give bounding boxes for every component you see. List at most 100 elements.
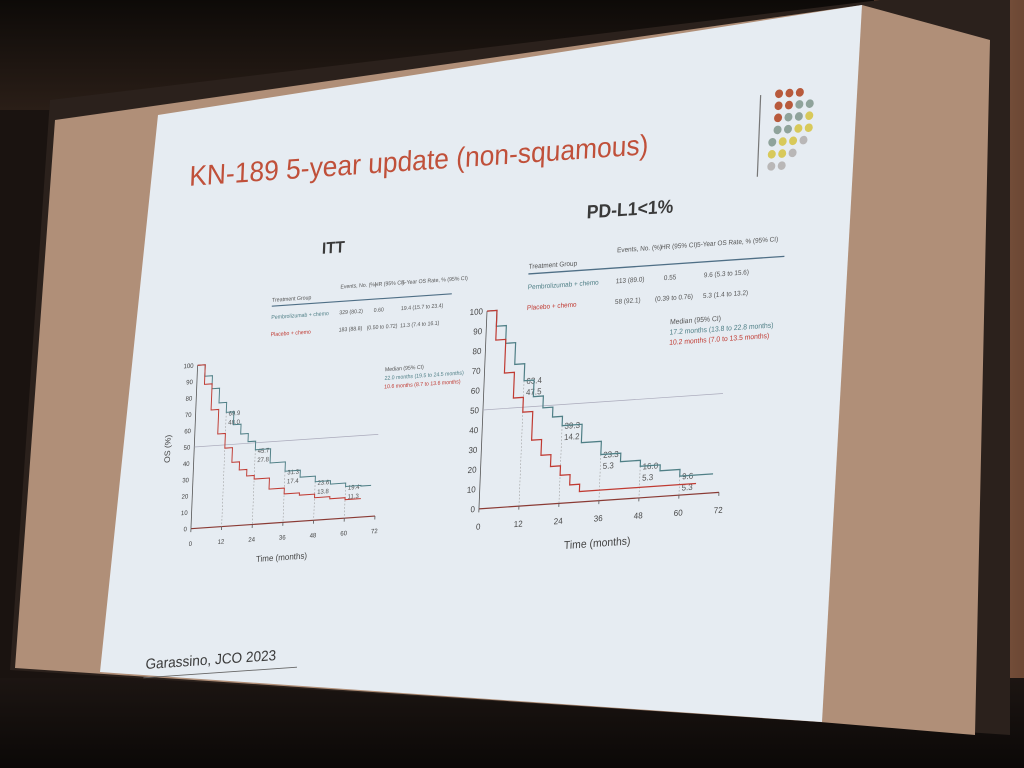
slide-surface (100, 5, 862, 722)
panel-heading-itt: ITT (322, 239, 346, 258)
decorative-dot (777, 161, 786, 170)
annotation-label: 23.6 (317, 479, 329, 487)
annotation-guide (313, 481, 316, 521)
y-tick-label: 20 (181, 493, 188, 501)
y-tick-label: 20 (467, 464, 477, 475)
pdl1-row-chemo-rate: 5.3 (1.4 to 13.2) (703, 290, 748, 300)
x-tick-label: 36 (279, 534, 286, 542)
annotation-label: 11.3 (347, 493, 359, 501)
itt-table-header-rate: 5-Year OS Rate, % (95% CI) (402, 276, 468, 287)
decorative-dot (784, 112, 793, 122)
annotation-guide (558, 425, 563, 504)
x-tick-label: 60 (674, 507, 684, 518)
y-tick-label: 90 (473, 326, 483, 337)
decorative-dot (789, 136, 798, 146)
x-tick-label: 12 (514, 518, 524, 529)
decorative-dot (788, 148, 797, 158)
decorative-dots-icon (767, 88, 814, 171)
itt-table-header-hr: HR (95% CI) (375, 280, 405, 288)
km-curve-pembrolizumab (197, 364, 372, 488)
pdl1-km-plot: 0 12 24 36 48 60 72 0 10 20 30 40 50 60 70 80 90 100 Time … (467, 306, 724, 552)
decorative-dot (778, 149, 787, 158)
decorative-dot (773, 125, 782, 135)
pdl1-table-header-group: Treatment Group (529, 260, 578, 271)
x-axis-label: Time (months) (256, 550, 308, 564)
annotation-label: 69.9 (228, 410, 240, 418)
x-tick-label: 60 (340, 530, 347, 538)
y-tick-label: 50 (470, 405, 480, 416)
annotation-label: 13.8 (317, 488, 329, 496)
x-tick-label: 36 (594, 513, 604, 524)
x-axis-label: Time (months) (564, 535, 631, 552)
annotation-guide (598, 454, 602, 501)
x-tick-label: 12 (218, 538, 225, 546)
decorative-dot (767, 149, 776, 159)
y-axis (190, 365, 199, 529)
y-tick-label: 80 (185, 395, 192, 403)
pdl1-row-pembro-rate: 9.6 (5.3 to 15.6) (704, 269, 749, 279)
itt-table: Treatment Group Events, No. (%) HR (95% … (270, 276, 468, 339)
y-tick-label: 50 (183, 444, 190, 452)
x-tick-label: 48 (634, 510, 644, 521)
annotation-label: 45.7 (257, 447, 269, 455)
annotation-label: 17.4 (287, 478, 299, 486)
decorative-dot (774, 113, 783, 123)
decorative-dot (805, 99, 814, 108)
itt-row-chemo-name: Placebo + chemo (270, 329, 310, 338)
itt-median-header: Median (95% CI) (385, 364, 424, 373)
itt-row-chemo-events: 183 (88.8) (338, 326, 362, 334)
decorative-dot (805, 111, 814, 121)
pdl1-row-pembro-events: 113 (89.0) (616, 276, 645, 285)
x-tick-label: 24 (554, 515, 564, 526)
decorative-dot (767, 162, 776, 171)
annotation-label: 5.3 (681, 482, 693, 493)
y-tick-label: 100 (183, 363, 194, 371)
y-tick-label: 10 (467, 484, 477, 495)
y-tick-label: 0 (183, 526, 187, 534)
y-tick-label: 40 (183, 461, 190, 469)
itt-row-pembro-hr: 0.60 (374, 307, 384, 314)
y-tick-label: 40 (469, 425, 479, 436)
annotation-label: 14.2 (564, 431, 580, 442)
pdl1-median-header: Median (95% CI) (670, 316, 721, 327)
annotation-label: 48.0 (228, 419, 240, 427)
itt-median: Median (95% CI) 22.0 months (19.5 to 24.… (384, 364, 464, 390)
x-tick-label: 0 (188, 541, 192, 549)
decorative-dot (795, 100, 804, 109)
decorative-dot (795, 88, 804, 97)
decorative-dot (774, 101, 783, 111)
itt-table-header-group: Treatment Group (272, 295, 312, 304)
pdl1-row-chemo-name: Placebo + chemo (527, 301, 577, 312)
itt-median-chemo: 10.6 months (8.7 to 13.6 months) (384, 379, 461, 390)
decorative-dot (794, 112, 803, 121)
km-curve-placebo (486, 309, 697, 493)
annotation-label: 31.3 (287, 469, 299, 477)
decorative-dot (784, 100, 793, 110)
y-axis-label: OS (%) (162, 434, 173, 463)
y-tick-label: 100 (469, 306, 483, 317)
itt-row-chemo-hr: (0.50 to 0.72) (366, 323, 397, 331)
decorative-dot (794, 124, 803, 133)
y-tick-label: 60 (184, 428, 191, 436)
decorative-dot (804, 123, 813, 133)
pdl1-table-header-events: Events, No. (%) (617, 244, 662, 254)
itt-row-chemo-rate: 11.3 (7.4 to 16.1) (400, 321, 440, 330)
x-tick-label: 48 (310, 532, 317, 540)
x-tick-label: 24 (248, 536, 255, 544)
pdl1-row-chemo-events: 58 (92.1) (615, 297, 641, 306)
annotation-label: 5.3 (642, 472, 654, 483)
itt-row-pembro-events: 329 (80.2) (339, 309, 363, 317)
decorative-dot (768, 137, 777, 147)
annotation-label: 27.8 (257, 456, 269, 464)
y-tick-label: 70 (185, 412, 192, 420)
km-curve-placebo (197, 364, 361, 501)
title-divider (756, 94, 762, 177)
km-curve-pembrolizumab (486, 309, 714, 477)
y-tick-label: 70 (472, 365, 482, 376)
x-tick-label: 0 (476, 521, 481, 532)
x-tick-label: 72 (714, 504, 724, 515)
y-tick-label: 90 (186, 379, 193, 387)
decorative-dot (799, 135, 808, 145)
itt-km-plot: 0 12 24 36 48 60 72 0 10 20 30 40 50 60 70 80 90 100 Time … (162, 363, 378, 565)
annotation-guide (252, 449, 256, 525)
